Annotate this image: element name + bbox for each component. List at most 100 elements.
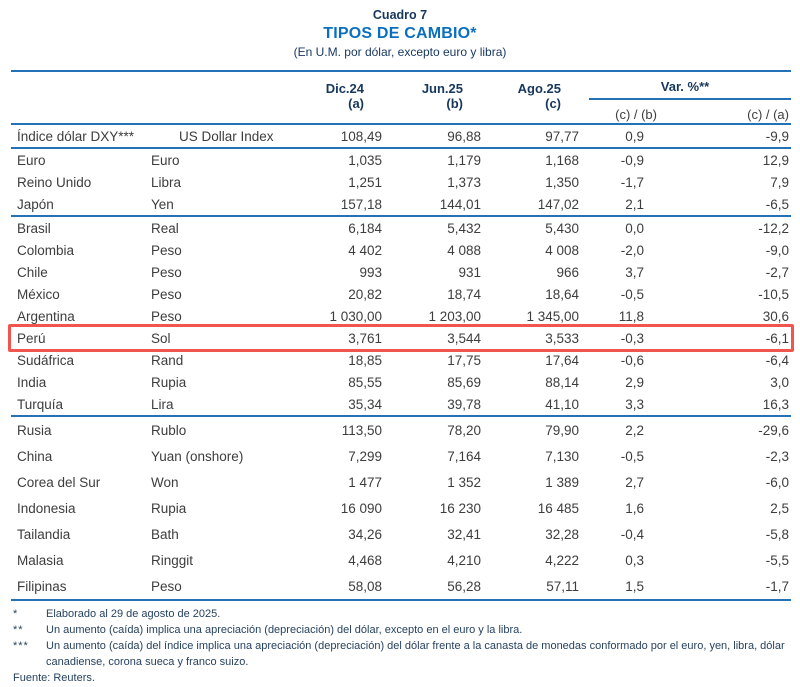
currency-cell: US Dollar Index bbox=[179, 128, 274, 144]
currency-cell: Peso bbox=[151, 308, 182, 324]
source-line: Fuente: Reuters. bbox=[13, 672, 95, 684]
table-row: Indonesia Rupia 16 090 16 230 16 485 1,6… bbox=[11, 495, 791, 521]
var-ca-cell: -5,8 bbox=[765, 526, 789, 542]
value-jun25-cell: 1,373 bbox=[447, 174, 481, 190]
var-ca-cell: -10,5 bbox=[758, 286, 789, 302]
var-cb-cell: -0,5 bbox=[620, 448, 644, 464]
table-row: Colombia Peso 4 402 4 088 4 008 -2,0 -9,… bbox=[11, 239, 791, 261]
var-ca-cell: 30,6 bbox=[762, 308, 789, 324]
country-cell: Turquía bbox=[17, 396, 64, 412]
country-cell: Perú bbox=[17, 330, 46, 346]
var-ca-cell: -1,7 bbox=[765, 578, 789, 594]
value-jun25-cell: 78,20 bbox=[447, 422, 481, 438]
country-cell: Japón bbox=[17, 196, 54, 212]
var-ca-cell: -29,6 bbox=[758, 422, 789, 438]
value-dic24-cell: 34,26 bbox=[348, 526, 382, 542]
column-header-sub: (b) bbox=[446, 96, 463, 111]
var-ca-cell: 2,5 bbox=[770, 500, 789, 516]
column-header-ago25: Ago.25 (c) bbox=[481, 72, 579, 123]
var-ca-cell: -9,9 bbox=[765, 128, 789, 144]
column-header-sub: (c) bbox=[545, 96, 561, 111]
value-jun25-cell: 4 088 bbox=[447, 242, 481, 258]
var-cb-cell: 2,9 bbox=[625, 374, 644, 390]
country-cell: Malasia bbox=[17, 552, 64, 568]
table-row: Reino Unido Libra 1,251 1,373 1,350 -1,7… bbox=[11, 171, 791, 193]
value-dic24-cell: 7,299 bbox=[348, 448, 382, 464]
value-ago25-cell: 1 389 bbox=[545, 474, 579, 490]
table-row: Euro Euro 1,035 1,179 1,168 -0,9 12,9 bbox=[11, 149, 791, 171]
country-cell: Índice dólar DXY*** bbox=[17, 128, 135, 144]
value-dic24-cell: 20,82 bbox=[348, 286, 382, 302]
currency-cell: Peso bbox=[151, 264, 182, 280]
var-percent-group-header: Var. %** (c) / (b) (c) / (a) bbox=[579, 72, 791, 123]
value-dic24-cell: 1,035 bbox=[348, 152, 382, 168]
footnote-marker: *** bbox=[13, 640, 29, 652]
country-cell: Corea del Sur bbox=[17, 474, 101, 490]
var-cb-cell: 0,3 bbox=[625, 552, 644, 568]
table-number: Cuadro 7 bbox=[372, 8, 428, 22]
var-ca-cell: 3,0 bbox=[770, 374, 789, 390]
var-subcolumn-ca: (c) / (a) bbox=[747, 107, 789, 122]
currency-cell: Peso bbox=[151, 242, 182, 258]
value-dic24-cell: 58,08 bbox=[348, 578, 382, 594]
value-dic24-cell: 113,50 bbox=[341, 422, 382, 438]
value-jun25-cell: 144,01 bbox=[439, 196, 481, 212]
country-cell: Euro bbox=[17, 152, 46, 168]
value-ago25-cell: 1,350 bbox=[545, 174, 579, 190]
value-jun25-cell: 16 230 bbox=[439, 500, 481, 516]
value-jun25-cell: 17,75 bbox=[447, 352, 481, 368]
value-dic24-cell: 85,55 bbox=[348, 374, 382, 390]
var-ca-cell: -6,4 bbox=[765, 352, 789, 368]
footnote-line: ** Un aumento (caída) implica una apreci… bbox=[13, 622, 789, 638]
table-row: Sudáfrica Rand 18,85 17,75 17,64 -0,6 -6… bbox=[11, 349, 791, 371]
footnote-marker: ** bbox=[13, 624, 24, 636]
currency-cell: Peso bbox=[151, 578, 182, 594]
value-ago25-cell: 97,77 bbox=[545, 128, 579, 144]
value-jun25-cell: 3,544 bbox=[447, 330, 481, 346]
footnote-line: * Elaborado al 29 de agosto de 2025. bbox=[13, 606, 789, 622]
value-jun25-cell: 56,28 bbox=[447, 578, 481, 594]
value-ago25-cell: 79,90 bbox=[545, 422, 579, 438]
value-ago25-cell: 5,430 bbox=[545, 220, 579, 236]
country-cell: Colombia bbox=[17, 242, 75, 258]
table-row: Japón Yen 157,18 144,01 147,02 2,1 -6,5 bbox=[11, 193, 791, 217]
table-row: Chile Peso 993 931 966 3,7 -2,7 bbox=[11, 261, 791, 283]
var-cb-cell: 2,2 bbox=[625, 422, 644, 438]
var-ca-cell: -5,5 bbox=[765, 552, 789, 568]
column-header-sub: (a) bbox=[348, 96, 364, 111]
var-ca-cell: -2,7 bbox=[765, 264, 789, 280]
value-dic24-cell: 3,761 bbox=[348, 330, 382, 346]
table-row: India Rupia 85,55 85,69 88,14 2,9 3,0 bbox=[11, 371, 791, 393]
value-dic24-cell: 1 030,00 bbox=[329, 308, 382, 324]
page-title: TIPOS DE CAMBIO* bbox=[323, 25, 477, 42]
var-ca-cell: -12,2 bbox=[758, 220, 789, 236]
table-row: Argentina Peso 1 030,00 1 203,00 1 345,0… bbox=[11, 305, 791, 327]
value-jun25-cell: 931 bbox=[458, 264, 481, 280]
value-ago25-cell: 3,533 bbox=[545, 330, 579, 346]
table-row: Turquía Lira 35,34 39,78 41,10 3,3 16,3 bbox=[11, 393, 791, 417]
currency-cell: Sol bbox=[151, 330, 171, 346]
var-percent-label: Var. %** bbox=[660, 79, 710, 94]
table-row: Rusia Rublo 113,50 78,20 79,90 2,2 -29,6 bbox=[11, 417, 791, 443]
var-cb-cell: -0,9 bbox=[620, 152, 644, 168]
value-jun25-cell: 85,69 bbox=[447, 374, 481, 390]
var-subcolumn-cb: (c) / (b) bbox=[615, 107, 657, 122]
value-jun25-cell: 32,41 bbox=[447, 526, 481, 542]
table-row: Perú Sol 3,761 3,544 3,533 -0,3 -6,1 bbox=[8, 324, 794, 352]
value-dic24-cell: 16 090 bbox=[340, 500, 382, 516]
value-ago25-cell: 966 bbox=[556, 264, 579, 280]
exchange-rates-table: Dic.24 (a) Jun.25 (b) Ago.25 (c) Var. %*… bbox=[8, 70, 794, 601]
value-ago25-cell: 17,64 bbox=[545, 352, 579, 368]
var-subcolumn-headers: (c) / (b) (c) / (a) bbox=[579, 100, 791, 122]
value-jun25-cell: 1 203,00 bbox=[428, 308, 481, 324]
value-ago25-cell: 7,130 bbox=[545, 448, 579, 464]
footnote-text: Elaborado al 29 de agosto de 2025. bbox=[46, 608, 221, 620]
column-header-label: Jun.25 bbox=[421, 81, 463, 96]
table-row: Índice dólar DXY*** US Dollar Index 108,… bbox=[11, 125, 791, 149]
country-cell: Sudáfrica bbox=[17, 352, 75, 368]
currency-cell: Real bbox=[151, 220, 179, 236]
var-cb-cell: 11,8 bbox=[618, 308, 644, 324]
value-jun25-cell: 39,78 bbox=[447, 396, 481, 412]
value-dic24-cell: 993 bbox=[359, 264, 382, 280]
